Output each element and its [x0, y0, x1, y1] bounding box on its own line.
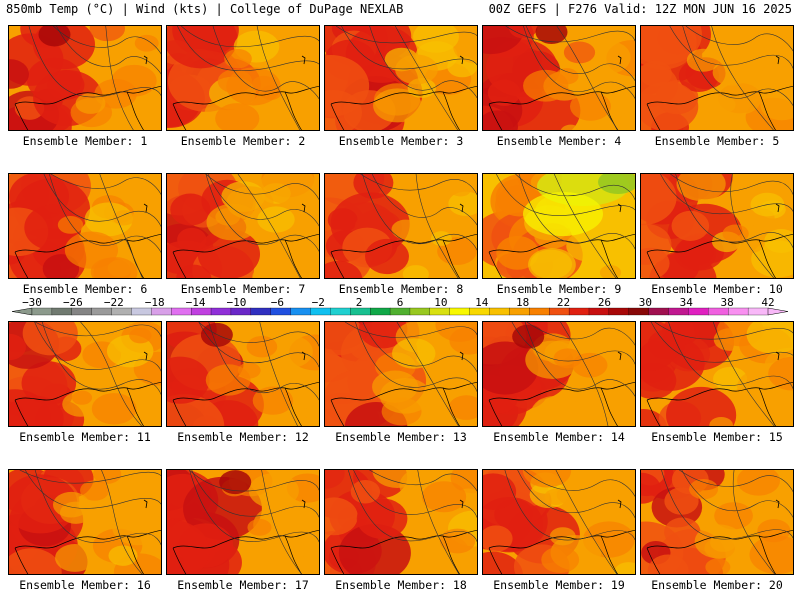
ensemble-map-panel [482, 173, 636, 279]
colorbar-tick-label: 18 [516, 298, 529, 309]
colorbar-tick-label: −18 [145, 298, 165, 309]
colorbar-swatch [370, 307, 391, 316]
member-label: Ensemble Member: 9 [496, 282, 622, 296]
colorbar-tick-label: −6 [271, 298, 284, 309]
member-label: Ensemble Member: 17 [177, 578, 309, 592]
colorbar-tick-label: 30 [639, 298, 652, 309]
temperature-colorbar: −30 −26 −22 −18 −14 −10 −6 −2 2 6 10 14 18 22 26 30 34 38… [11, 298, 789, 316]
ensemble-map-panel [8, 25, 162, 131]
colorbar-swatch [469, 307, 490, 316]
colorbar-tick-label: 42 [761, 298, 774, 309]
member-label: Ensemble Member: 2 [180, 134, 306, 148]
ensemble-map-panel [324, 25, 478, 131]
colorbar-swatch [747, 307, 769, 316]
colorbar-swatch [628, 307, 650, 316]
colorbar-swatch [190, 307, 212, 316]
colorbar-swatch [230, 307, 252, 316]
colorbar-swatch [389, 307, 411, 316]
member-label: Ensemble Member: 15 [651, 430, 783, 444]
ensemble-map-panel [482, 469, 636, 575]
ensemble-map-panel [8, 469, 162, 575]
colorbar-tick-label: −30 [22, 298, 42, 309]
colorbar-tick-label: −10 [227, 298, 247, 309]
colorbar-swatch [449, 307, 471, 316]
colorbar-swatch [429, 307, 451, 316]
map-title: 850mb Temp (°C) | Wind (kts) | College o… [6, 2, 404, 16]
colorbar-swatch [310, 307, 331, 316]
colorbar-swatch [688, 307, 709, 316]
ensemble-map-panel [640, 25, 794, 131]
colorbar-swatch [111, 307, 132, 316]
member-label: Ensemble Member: 20 [651, 578, 783, 592]
colorbar-tick-label: 26 [598, 298, 611, 309]
colorbar-tick-label: −22 [104, 298, 124, 309]
ensemble-map-panel [8, 321, 162, 427]
ensemble-map-panel [8, 173, 162, 279]
ensemble-map-panel [324, 321, 478, 427]
ensemble-map-panel [324, 173, 478, 279]
colorbar-swatch [489, 307, 510, 316]
colorbar-tick-label: 38 [720, 298, 733, 309]
colorbar-tick-label: 14 [475, 298, 489, 309]
member-label: Ensemble Member: 7 [180, 282, 306, 296]
member-label: Ensemble Member: 4 [496, 134, 622, 148]
forecast-valid-time: 00Z GEFS | F276 Valid: 12Z MON JUN 16 20… [488, 2, 792, 16]
ensemble-map-panel [166, 469, 320, 575]
colorbar-tick-label: 10 [434, 298, 447, 309]
member-label: Ensemble Member: 10 [651, 282, 783, 296]
colorbar-swatch [131, 307, 152, 316]
colorbar-swatch [350, 307, 371, 316]
colorbar-swatch [71, 307, 93, 316]
colorbar-swatch [568, 307, 590, 316]
member-label: Ensemble Member: 14 [493, 430, 625, 444]
ensemble-map-panel [482, 321, 636, 427]
colorbar-tick-label: −2 [312, 298, 325, 309]
member-label: Ensemble Member: 11 [19, 430, 151, 444]
member-label: Ensemble Member: 19 [493, 578, 625, 592]
member-label: Ensemble Member: 18 [335, 578, 467, 592]
colorbar-swatch [270, 307, 292, 316]
colorbar-swatch [608, 307, 630, 316]
colorbar-swatch [151, 307, 172, 316]
ensemble-map-panel [640, 469, 794, 575]
colorbar-swatch [31, 307, 53, 316]
colorbar-tick-label: 2 [356, 298, 363, 309]
colorbar-swatch [290, 307, 311, 316]
member-label: Ensemble Member: 8 [338, 282, 464, 296]
colorbar-tick-label: 34 [680, 298, 694, 309]
member-label: Ensemble Member: 6 [22, 282, 148, 296]
colorbar-swatch [648, 307, 669, 316]
member-label: Ensemble Member: 3 [338, 134, 464, 148]
colorbar-swatch [330, 307, 351, 316]
ensemble-map-panel [640, 321, 794, 427]
colorbar-tick-label: −14 [186, 298, 206, 309]
colorbar-swatch [708, 307, 729, 316]
member-label: Ensemble Member: 12 [177, 430, 309, 444]
ensemble-map-panel [324, 469, 478, 575]
colorbar-swatch [51, 307, 73, 316]
ensemble-map-panel [166, 25, 320, 131]
colorbar-swatch [588, 307, 610, 316]
ensemble-map-panel [166, 173, 320, 279]
member-label: Ensemble Member: 1 [22, 134, 148, 148]
colorbar-swatch [171, 307, 192, 316]
colorbar-swatch [549, 307, 570, 316]
member-label: Ensemble Member: 5 [654, 134, 780, 148]
colorbar-tick-label: −26 [63, 298, 83, 309]
colorbar-swatch [210, 307, 232, 316]
colorbar-swatch [250, 307, 272, 316]
member-label: Ensemble Member: 16 [19, 578, 151, 592]
ensemble-map-panel [482, 25, 636, 131]
colorbar-swatch [668, 307, 689, 316]
colorbar-swatch [91, 307, 113, 316]
colorbar-swatch [509, 307, 530, 316]
colorbar-swatch [529, 307, 550, 316]
member-label: Ensemble Member: 13 [335, 430, 467, 444]
ensemble-map-panel [640, 173, 794, 279]
colorbar-swatch [409, 307, 431, 316]
ensemble-map-panel [166, 321, 320, 427]
colorbar-swatch [728, 307, 749, 316]
colorbar-tick-label: 22 [557, 298, 570, 309]
colorbar-tick-label: 6 [397, 298, 404, 309]
